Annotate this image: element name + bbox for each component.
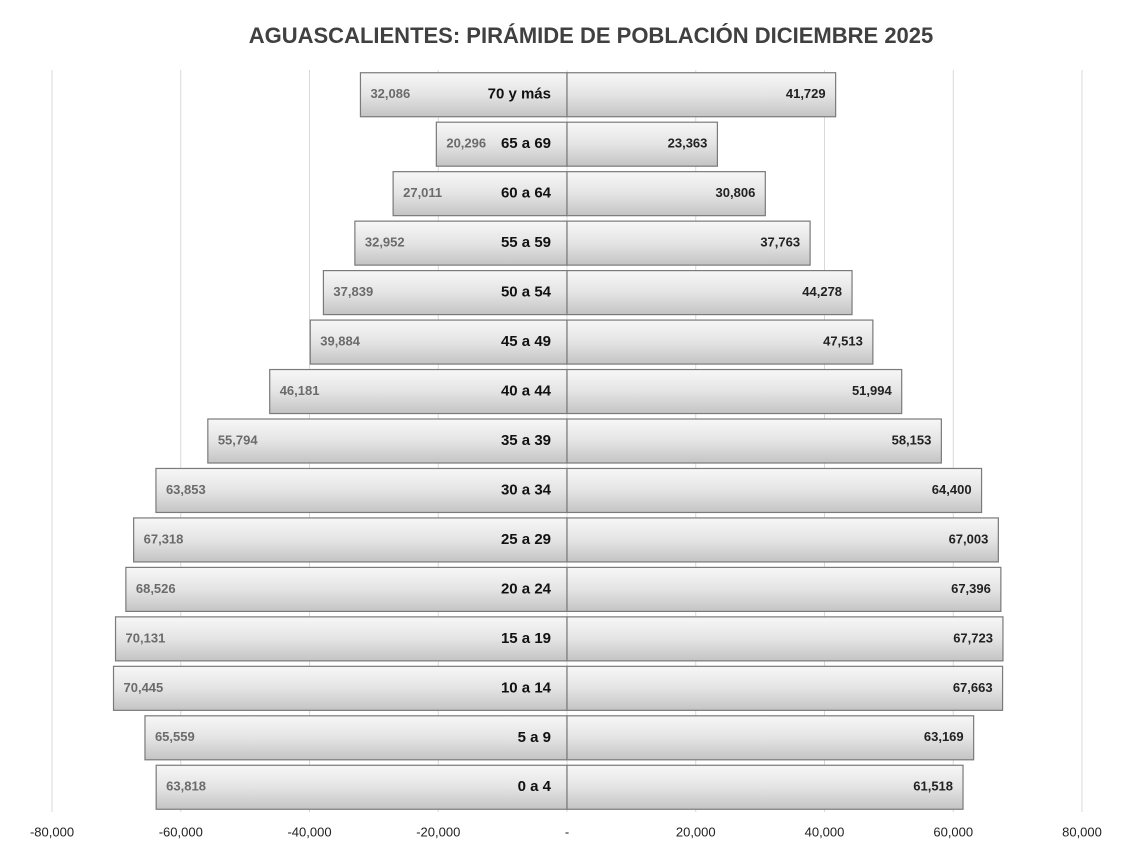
category-label: 5 a 9 xyxy=(518,729,551,746)
x-tick-label: 40,000 xyxy=(805,824,845,839)
bar xyxy=(566,616,1004,662)
data-label: 41,729 xyxy=(786,86,826,101)
bar xyxy=(155,467,568,514)
data-label: 67,003 xyxy=(949,531,989,546)
x-tick-label: - xyxy=(565,824,569,839)
x-tick-label: 80,000 xyxy=(1062,824,1102,839)
bar xyxy=(309,319,568,365)
data-label: 30,806 xyxy=(716,185,756,200)
data-label: 58,153 xyxy=(892,432,932,447)
category-label: 20 a 24 xyxy=(501,580,552,597)
data-label: 23,363 xyxy=(668,136,708,151)
category-label: 25 a 29 xyxy=(501,531,551,548)
data-label: 55,794 xyxy=(218,432,259,447)
data-label: 39,884 xyxy=(320,334,361,349)
data-label: 37,763 xyxy=(760,235,800,250)
data-label: 64,400 xyxy=(932,482,972,497)
data-label: 47,513 xyxy=(823,334,863,349)
data-label: 61,518 xyxy=(913,779,953,794)
bar xyxy=(566,368,903,415)
data-label: 63,169 xyxy=(924,729,964,744)
bar xyxy=(566,319,874,365)
data-label: 51,994 xyxy=(852,383,893,398)
data-label: 67,318 xyxy=(144,531,184,546)
category-label: 70 y más xyxy=(488,86,551,103)
category-label: 15 a 19 xyxy=(501,630,551,647)
chart-title: AGUASCALIENTES: PIRÁMIDE DE POBLACIÓN DI… xyxy=(249,23,934,48)
data-label: 67,663 xyxy=(953,680,993,695)
category-label: 10 a 14 xyxy=(501,679,552,696)
bar xyxy=(435,121,568,167)
bar xyxy=(566,220,811,266)
bar xyxy=(359,72,568,118)
bar xyxy=(112,665,568,711)
x-tick-label: 60,000 xyxy=(933,824,973,839)
bar xyxy=(114,616,568,662)
data-label: 70,445 xyxy=(124,680,164,695)
bar xyxy=(566,467,983,514)
bar xyxy=(392,171,568,217)
data-label: 67,723 xyxy=(953,630,993,645)
x-tick-label: -20,000 xyxy=(416,824,460,839)
data-label: 63,853 xyxy=(166,482,206,497)
category-label: 55 a 59 xyxy=(501,234,551,251)
category-label: 50 a 54 xyxy=(501,284,552,301)
x-tick-label: -60,000 xyxy=(159,824,203,839)
bar xyxy=(566,418,942,464)
data-label: 63,818 xyxy=(166,779,206,794)
bar xyxy=(566,72,837,118)
data-label: 27,011 xyxy=(403,185,442,200)
bar xyxy=(566,566,1002,613)
data-label: 67,396 xyxy=(951,581,991,596)
bar xyxy=(144,715,568,761)
bar xyxy=(354,220,568,266)
data-label: 32,952 xyxy=(365,235,405,250)
data-label: 32,086 xyxy=(370,86,410,101)
x-tick-label: -40,000 xyxy=(287,824,331,839)
bar xyxy=(566,121,718,167)
bar xyxy=(566,517,999,563)
category-label: 0 a 4 xyxy=(518,778,552,795)
category-label: 65 a 69 xyxy=(501,135,551,152)
category-label: 40 a 44 xyxy=(501,383,552,400)
bar xyxy=(322,270,568,316)
data-label: 20,296 xyxy=(446,136,486,151)
bar xyxy=(207,418,568,464)
category-label: 35 a 39 xyxy=(501,432,551,449)
data-label: 37,839 xyxy=(333,284,373,299)
x-tick-label: -80,000 xyxy=(30,824,74,839)
data-label: 70,131 xyxy=(126,630,166,645)
data-label: 44,278 xyxy=(802,284,842,299)
x-tick-label: 20,000 xyxy=(676,824,716,839)
data-label: 65,559 xyxy=(155,729,195,744)
bar xyxy=(566,764,964,810)
data-label: 68,526 xyxy=(136,581,176,596)
bar xyxy=(269,368,568,415)
bar xyxy=(566,665,1004,711)
category-label: 45 a 49 xyxy=(501,333,551,350)
bar xyxy=(566,715,975,761)
bar xyxy=(566,270,853,316)
bar xyxy=(133,517,568,563)
bar xyxy=(155,764,568,810)
category-label: 30 a 34 xyxy=(501,481,552,498)
category-label: 60 a 64 xyxy=(501,185,552,202)
bar xyxy=(566,171,766,217)
data-label: 46,181 xyxy=(280,383,320,398)
